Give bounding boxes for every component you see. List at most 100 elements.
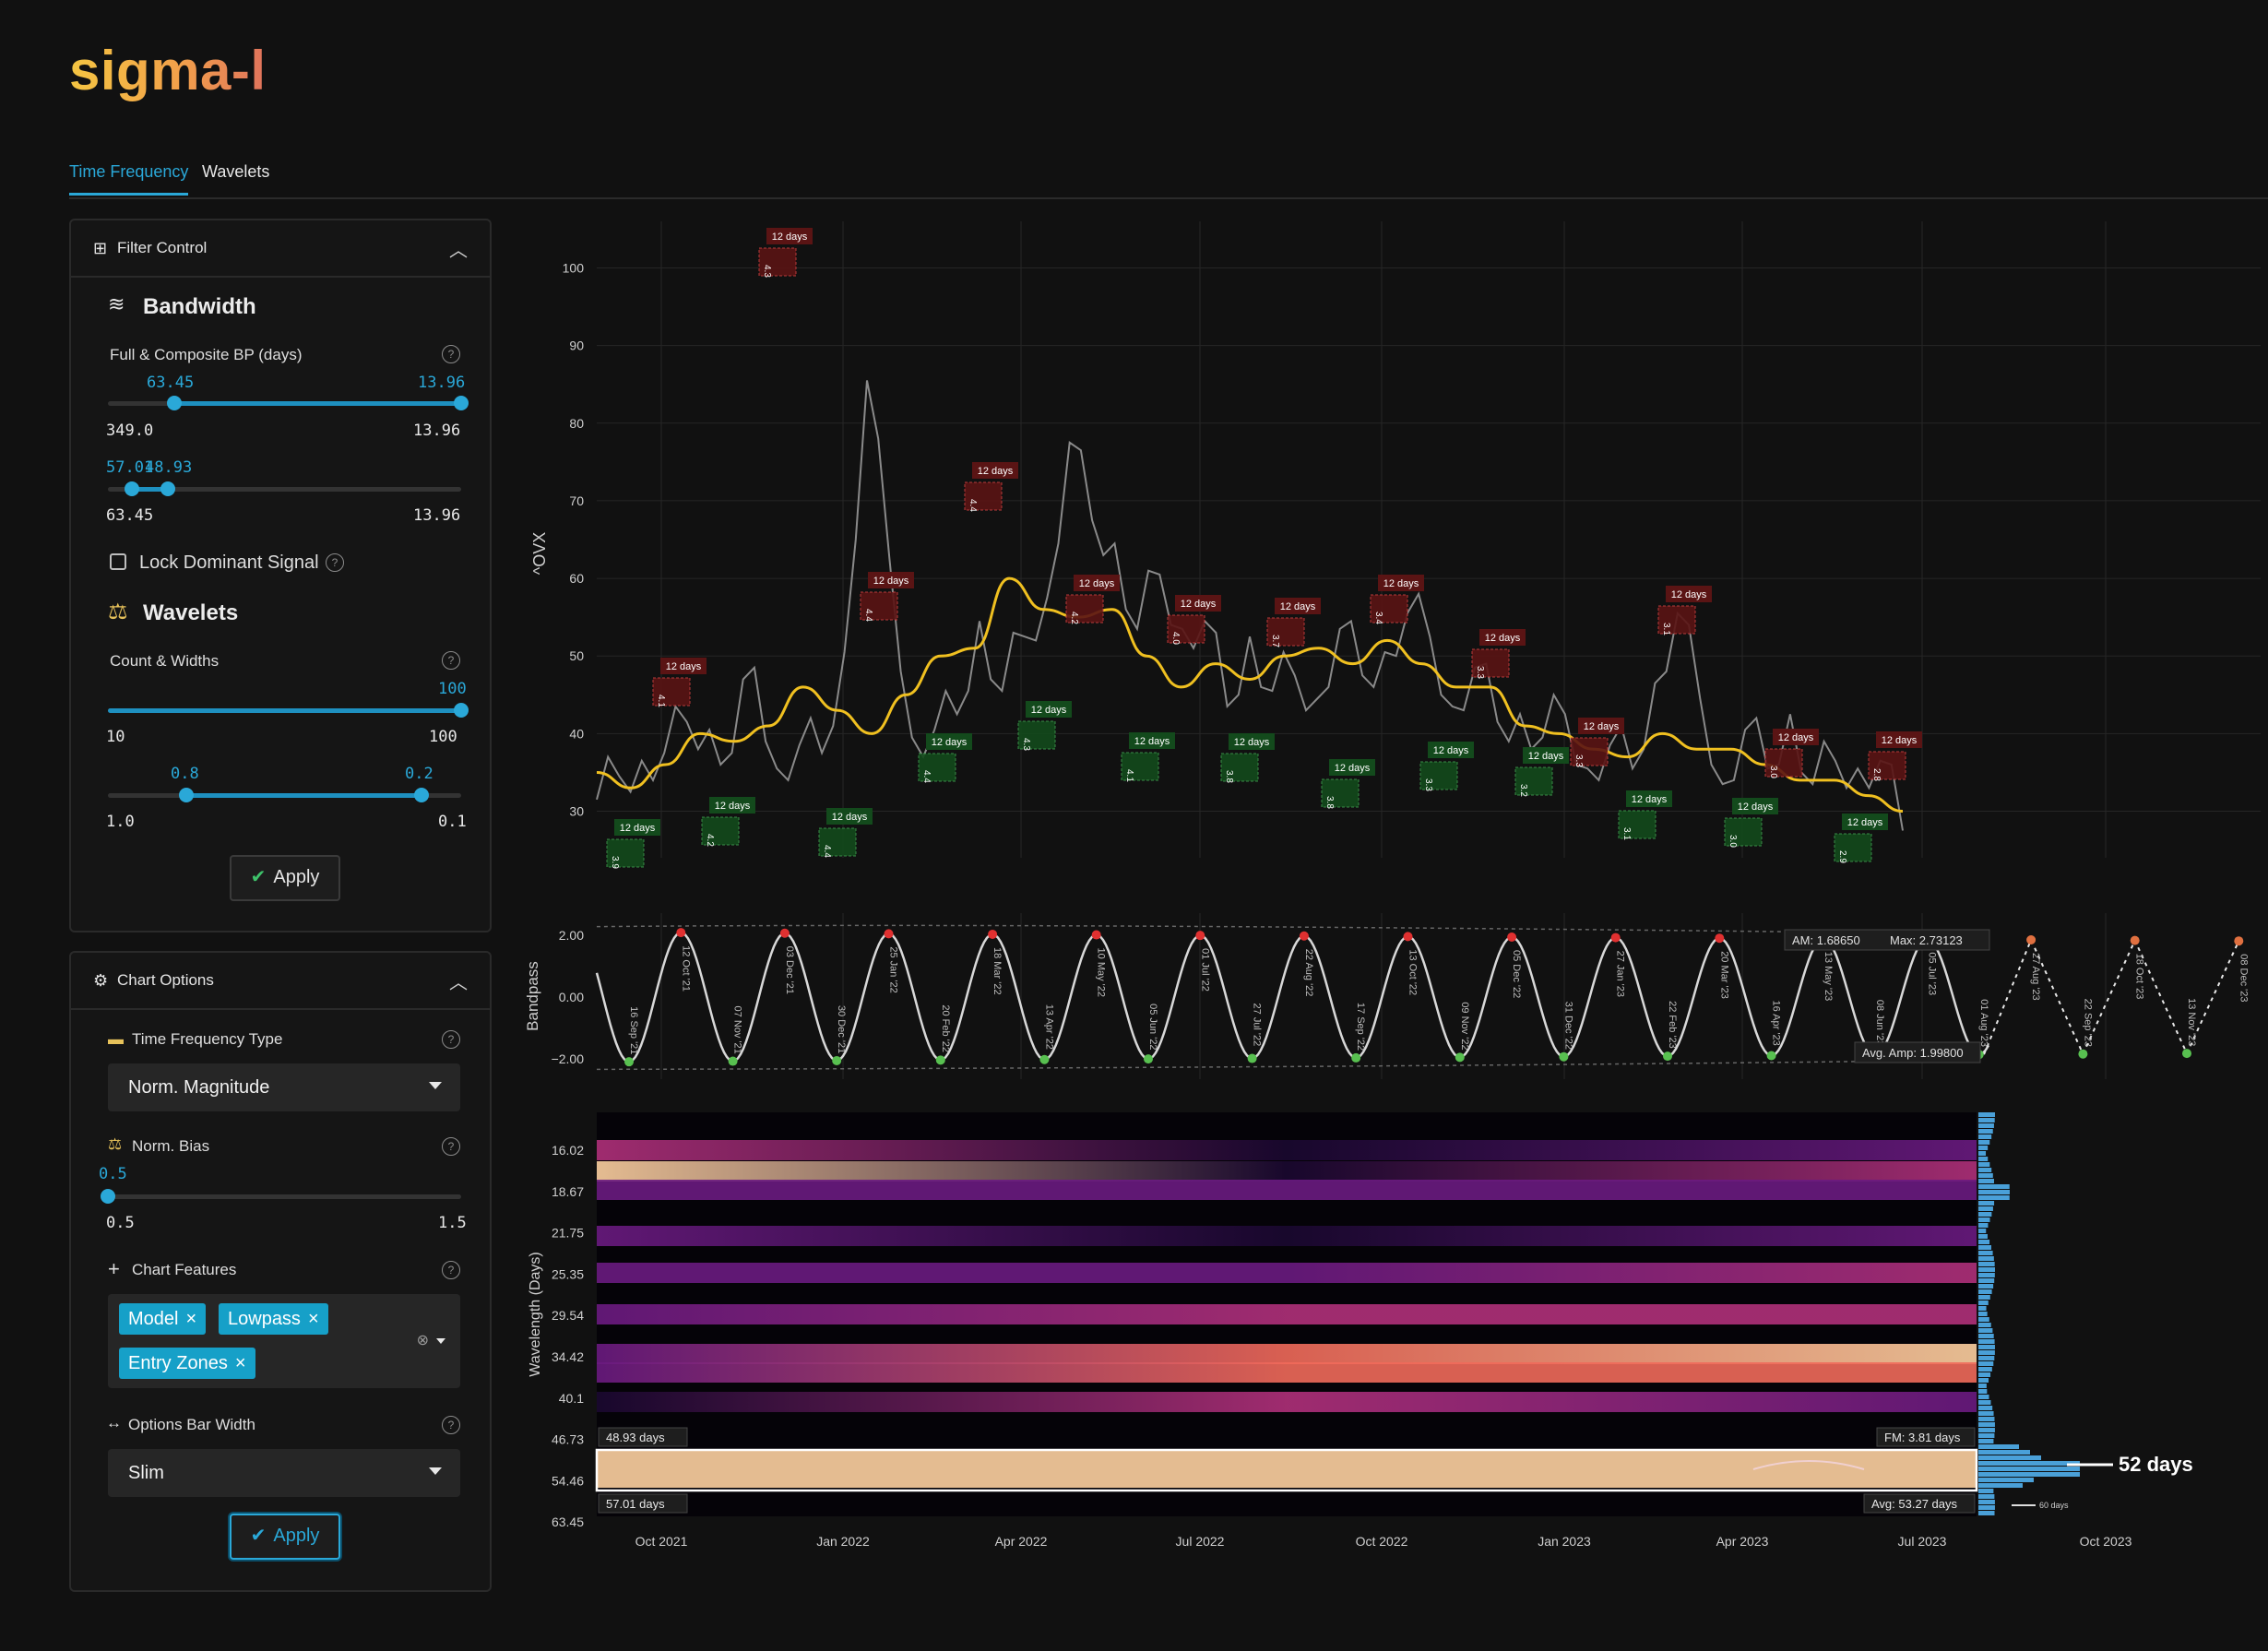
entry-zone-label: 12 days xyxy=(772,232,808,243)
bandpass-y-tick-label: −2.00 xyxy=(552,1051,585,1066)
heatmap-row xyxy=(597,1451,1977,1488)
fm-curve xyxy=(1752,1460,1865,1470)
chart-features-multiselect[interactable]: Model × Lowpass × Entry Zones × ⊗ xyxy=(108,1294,460,1388)
entry-zone-tag xyxy=(1732,798,1778,814)
entry-zone-value: 3.2 xyxy=(1518,784,1528,797)
histogram-bar xyxy=(1978,1345,1995,1349)
close-icon[interactable]: × xyxy=(185,1309,197,1329)
help-icon[interactable]: ? xyxy=(442,1416,460,1434)
wv-slider2-low-handle[interactable] xyxy=(179,788,194,802)
bp-slider2-high-handle[interactable] xyxy=(160,481,175,496)
chart-options-header[interactable]: ⚙ Chart Options ︿ xyxy=(71,953,490,1010)
heatmap-row xyxy=(597,1362,1977,1383)
price-y-axis: 30 40 50 60 70 80 90 100 xyxy=(563,260,585,818)
trough-entry-zone: 12 days 3.8 xyxy=(1321,759,1375,809)
norm-bias-handle[interactable] xyxy=(101,1189,115,1204)
filter-control-title: Filter Control xyxy=(117,239,208,256)
help-icon[interactable]: ? xyxy=(442,345,460,363)
peak-marker xyxy=(2234,936,2244,946)
peak-marker xyxy=(2130,935,2140,945)
peak-entry-zone: 12 days 3.3 xyxy=(1570,718,1624,767)
tab-time-frequency[interactable]: Time Frequency xyxy=(69,162,189,196)
histogram-bar xyxy=(1978,1389,1988,1394)
wavelength-heatmap[interactable]: 16.02 18.67 21.75 25.35 29.54 34.42 40.1 46.73 5… xyxy=(528,1112,2193,1549)
entry-zone-label: 12 days xyxy=(1383,578,1419,589)
entry-zone-box xyxy=(1266,617,1305,647)
filter-control-header[interactable]: ⊞ Filter Control ︿ xyxy=(71,220,490,278)
histogram-bar xyxy=(1978,1289,1992,1294)
bp-slider1-fill xyxy=(174,401,461,406)
help-icon[interactable]: ? xyxy=(442,1261,460,1279)
entry-zone-tag xyxy=(1229,733,1275,750)
lock-dominant-checkbox[interactable] xyxy=(110,553,126,570)
histogram-bar xyxy=(1978,1467,2080,1471)
tab-wavelets[interactable]: Wavelets xyxy=(202,162,270,181)
scale-icon: ⚖ xyxy=(108,600,128,624)
fm-label: FM: 3.81 days xyxy=(1884,1431,1961,1444)
entry-zone-box xyxy=(1834,833,1872,862)
bp-slider1-high-handle[interactable] xyxy=(454,396,469,410)
heatmap-x-tick-label: Oct 2023 xyxy=(2080,1534,2132,1549)
chip-entry-zones[interactable]: Entry Zones × xyxy=(119,1348,255,1379)
filter-apply-button[interactable]: ✔ Apply xyxy=(230,855,340,901)
avg-box: Avg: 53.27 days xyxy=(1863,1493,1976,1514)
caret-down-icon[interactable] xyxy=(436,1338,445,1344)
chip-lowpass[interactable]: Lowpass × xyxy=(219,1303,328,1335)
trough-marker xyxy=(1144,1054,1153,1064)
chevron-up-icon[interactable]: ︿ xyxy=(449,241,468,261)
price-y-tick-label: 50 xyxy=(569,648,584,663)
close-icon[interactable]: × xyxy=(307,1309,319,1329)
trough-date-label: 09 Nov '22 xyxy=(1459,1002,1470,1050)
help-icon[interactable]: ? xyxy=(326,553,344,572)
bp-slider2-low-handle[interactable] xyxy=(125,481,139,496)
wv-slider2-high-handle[interactable] xyxy=(414,788,429,802)
histogram-bar xyxy=(1978,1361,1994,1366)
tf-type-select[interactable]: Norm. Magnitude xyxy=(108,1063,460,1111)
entry-zone-value: 3.3 xyxy=(1573,754,1584,767)
entry-zone-tag xyxy=(926,733,972,750)
peak-entry-zone: 12 days 3.0 xyxy=(1764,729,1819,778)
wv-slider1-min: 10 xyxy=(106,728,125,746)
clear-all-icon[interactable]: ⊗ xyxy=(416,1333,429,1348)
entry-zone-box xyxy=(964,481,1003,511)
chart-apply-button[interactable]: ✔ Apply xyxy=(230,1514,340,1560)
histogram-bar xyxy=(1978,1455,2041,1460)
chip-model[interactable]: Model × xyxy=(119,1303,207,1335)
heatmap-x-tick-label: Oct 2022 xyxy=(1356,1534,1408,1549)
help-icon[interactable]: ? xyxy=(442,651,460,670)
histogram-bar xyxy=(1978,1367,1992,1372)
heatmap-row xyxy=(597,1392,1977,1412)
help-icon[interactable]: ? xyxy=(442,1137,460,1156)
help-icon[interactable]: ? xyxy=(442,1030,460,1049)
width-arrows-icon: ↔ xyxy=(106,1414,122,1431)
heatmap-x-tick-label: Jul 2022 xyxy=(1176,1534,1225,1549)
trough-entry-zone: 12 days 3.3 xyxy=(1419,742,1474,791)
histogram-bar xyxy=(1978,1234,1988,1239)
entry-zone-tag xyxy=(709,797,755,814)
heatmap-y-tick-label: 46.73 xyxy=(552,1432,584,1447)
bar-width-select[interactable]: Slim xyxy=(108,1449,460,1497)
trough-marker xyxy=(832,1055,842,1065)
close-icon[interactable]: × xyxy=(234,1353,246,1373)
entry-zone-tag xyxy=(614,819,660,836)
bp-slider1-low-handle[interactable] xyxy=(167,396,182,410)
entry-zone-box xyxy=(1121,752,1159,781)
entry-zone-tag xyxy=(1378,575,1424,591)
histogram-bar xyxy=(1978,1328,1993,1333)
entry-zone-box xyxy=(1514,766,1553,796)
entry-zone-label: 12 days xyxy=(1433,745,1469,756)
entry-zone-value: 4.1 xyxy=(1124,769,1134,782)
norm-bias-track[interactable] xyxy=(108,1194,461,1199)
bp-slider2-track[interactable] xyxy=(108,487,461,492)
entry-zone-label: 12 days xyxy=(832,812,868,823)
entry-zone-tag xyxy=(1129,732,1175,749)
entry-zone-value: 4.2 xyxy=(705,834,715,847)
wv-slider1-high-handle[interactable] xyxy=(454,703,469,718)
bandpass-chart[interactable]: 2.00 0.00 −2.00 Bandpass 16 Sep '21 12 Oct … xyxy=(524,913,2249,1079)
bar-width-label: Options Bar Width xyxy=(128,1416,255,1433)
entry-zone-value: 3.3 xyxy=(1423,778,1433,791)
price-y-tick-label: 90 xyxy=(569,339,584,353)
chevron-up-icon[interactable]: ︿ xyxy=(449,973,468,993)
